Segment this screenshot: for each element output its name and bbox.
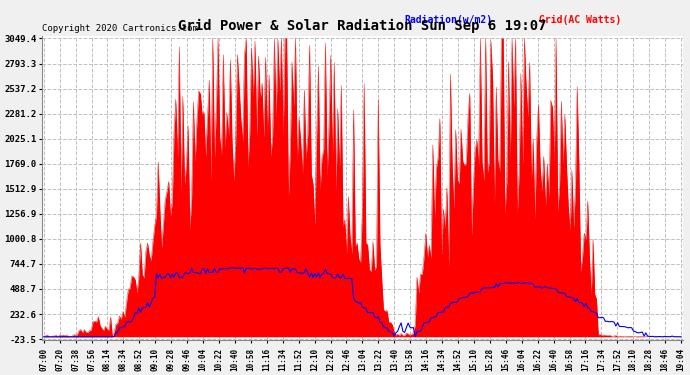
Text: Grid(AC Watts): Grid(AC Watts) [539, 15, 621, 25]
Text: Radiation(w/m2): Radiation(w/m2) [404, 15, 492, 25]
Title: Grid Power & Solar Radiation Sun Sep 6 19:07: Grid Power & Solar Radiation Sun Sep 6 1… [178, 19, 546, 33]
Text: Copyright 2020 Cartronics.com: Copyright 2020 Cartronics.com [42, 24, 198, 33]
